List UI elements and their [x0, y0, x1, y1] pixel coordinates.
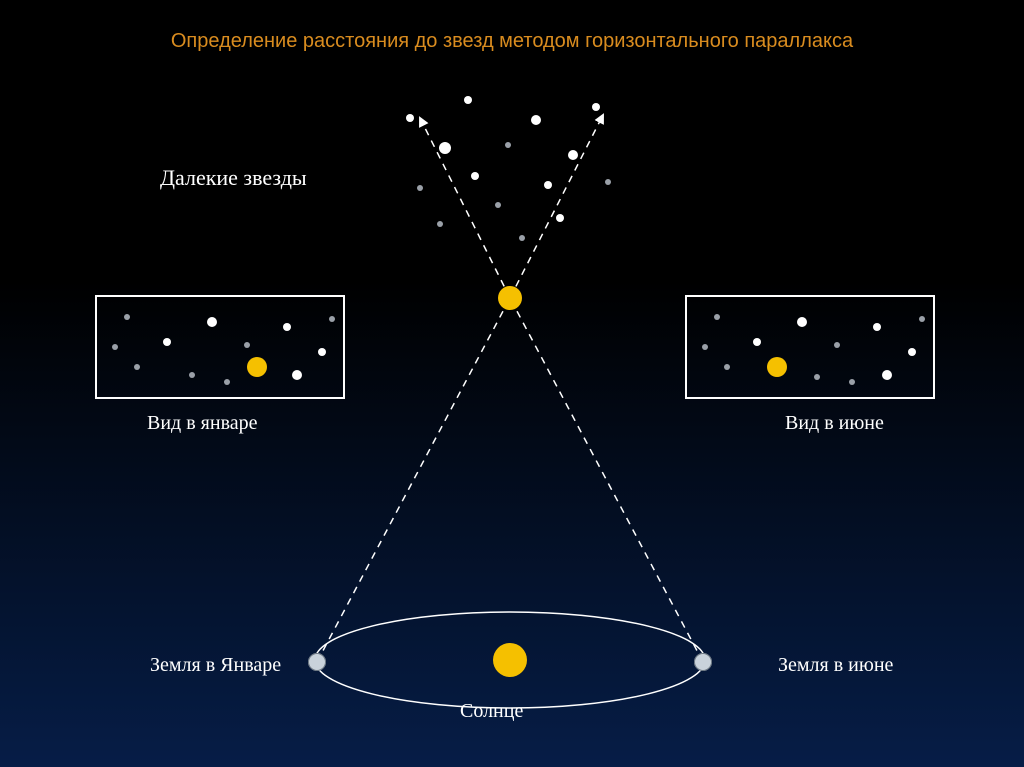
distant-star-dot [417, 185, 423, 191]
distant-star-dot [556, 214, 564, 222]
earth-january [308, 653, 326, 671]
sun-body [493, 643, 527, 677]
earth-june [694, 653, 712, 671]
distant-star-dot [471, 172, 479, 180]
distant-star-dot [568, 150, 578, 160]
distant-star-dot [592, 103, 600, 111]
distant-star-dot [406, 114, 414, 122]
distant-star-dot [519, 235, 525, 241]
distant-star-dot [439, 142, 451, 154]
distant-star-dot [505, 142, 511, 148]
near-star [498, 286, 522, 310]
distant-star-dot [495, 202, 501, 208]
distant-star-dot [531, 115, 541, 125]
distant-star-dot [437, 221, 443, 227]
distant-star-dot [464, 96, 472, 104]
distant-star-dot [544, 181, 552, 189]
parallax-diagram: Определение расстояния до звезд методом … [0, 0, 1024, 767]
distant-star-dot [605, 179, 611, 185]
